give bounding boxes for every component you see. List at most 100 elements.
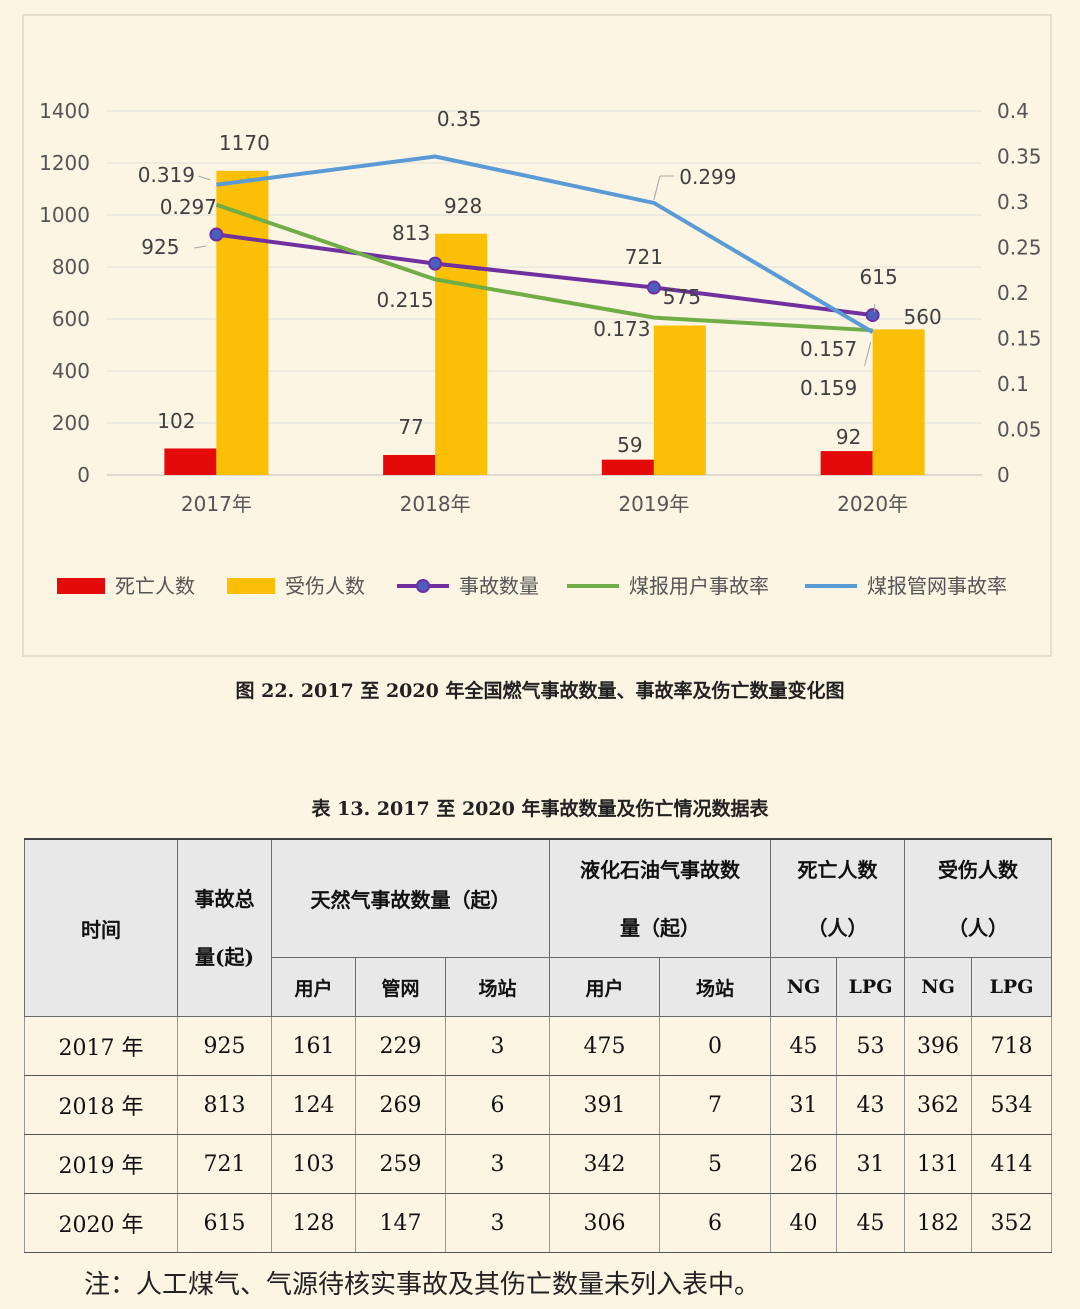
data-label: 928 bbox=[444, 194, 482, 218]
bar bbox=[601, 459, 654, 475]
data-label: 59 bbox=[617, 433, 642, 457]
subheader-ng-user: 用户 bbox=[271, 957, 356, 1017]
bar bbox=[653, 325, 706, 475]
combo-chart: 0 200 400 600 800 1000 1200 1400 0 0.05 0.1 0.15 0.2… bbox=[39, 99, 1042, 598]
header-death: 死亡人数 （人） bbox=[770, 838, 905, 958]
y-right-tick-label: 0.35 bbox=[997, 145, 1042, 169]
line-marker bbox=[865, 308, 880, 323]
table-cell: 615 bbox=[177, 1193, 272, 1253]
x-tick-label: 2020年 bbox=[837, 492, 908, 516]
table-cell: 352 bbox=[971, 1193, 1052, 1253]
accident-data-table: 时间 事故总 量(起) 天然气事故数量（起） 液化石油气事故数 量（起） 死亡人… bbox=[24, 838, 1052, 1253]
table-cell: 131 bbox=[904, 1134, 972, 1194]
y-left-tick-label: 400 bbox=[52, 359, 90, 383]
table-cell: 306 bbox=[549, 1193, 660, 1253]
table-note: 注：人工煤气、气源待核实事故及其伤亡数量未列入表中。 bbox=[84, 1270, 761, 1300]
data-label: 0.319 bbox=[138, 163, 195, 187]
header-time: 时间 bbox=[24, 838, 178, 1017]
data-label: 575 bbox=[663, 285, 701, 309]
y-right-tick-label: 0.4 bbox=[997, 99, 1029, 123]
data-label: 721 bbox=[625, 245, 663, 269]
table-cell: 259 bbox=[355, 1134, 446, 1194]
table-cell: 40 bbox=[770, 1193, 837, 1253]
header-death-line1: 死亡人数 bbox=[797, 857, 878, 882]
legend-marker bbox=[416, 579, 430, 593]
table-cell: 103 bbox=[271, 1134, 356, 1194]
subheader-lpg-user: 用户 bbox=[549, 957, 660, 1017]
figure-caption: 图 22. 2017 至 2020 年全国燃气事故数量、事故率及伤亡数量变化图 bbox=[235, 680, 845, 702]
line-marker bbox=[646, 280, 661, 295]
table-cell: 534 bbox=[971, 1075, 1052, 1135]
header-lpg-line1: 液化石油气事故数 bbox=[580, 857, 740, 882]
table-row: 2020 年 615 128 147 3 306 6 40 45 182 352 bbox=[24, 1193, 1052, 1253]
table-cell: 229 bbox=[355, 1016, 446, 1076]
table-cell: 147 bbox=[355, 1193, 446, 1253]
label-leader-line bbox=[198, 175, 211, 181]
header-ng: 天然气事故数量（起） bbox=[271, 838, 550, 958]
table-cell: 31 bbox=[770, 1075, 837, 1135]
y-right-tick-label: 0.25 bbox=[997, 236, 1042, 260]
x-tick-label: 2018年 bbox=[400, 492, 471, 516]
y-left-tick-label: 0 bbox=[77, 463, 90, 487]
subheader-injury-ng: NG bbox=[904, 957, 972, 1017]
table-cell: 161 bbox=[271, 1016, 356, 1076]
table-row: 2018 年 813 124 269 6 391 7 31 43 362 534 bbox=[24, 1075, 1052, 1135]
table-cell: 182 bbox=[904, 1193, 972, 1253]
label-leader-line bbox=[864, 341, 872, 367]
table-cell: 362 bbox=[904, 1075, 972, 1135]
y-right-tick-label: 0.05 bbox=[997, 418, 1042, 442]
table-cell: 3 bbox=[445, 1193, 550, 1253]
table-cell: 2019 年 bbox=[24, 1134, 178, 1194]
data-label: 813 bbox=[392, 221, 430, 245]
bar bbox=[820, 451, 873, 475]
header-injury: 受伤人数 （人） bbox=[904, 838, 1052, 958]
header-injury-line1: 受伤人数 bbox=[938, 857, 1018, 882]
chart-panel: 0 200 400 600 800 1000 1200 1400 0 0.05 0.1 0.15 0.2… bbox=[22, 14, 1052, 657]
header-lpg-line2: 量（起） bbox=[620, 915, 700, 940]
table-cell: 475 bbox=[549, 1016, 660, 1076]
table-row: 2019 年 721 103 259 3 342 5 26 31 131 414 bbox=[24, 1134, 1052, 1194]
table-cell: 2020 年 bbox=[24, 1193, 178, 1253]
table-cell: 813 bbox=[177, 1075, 272, 1135]
table-cell: 6 bbox=[445, 1075, 550, 1135]
data-label: 77 bbox=[398, 415, 423, 439]
y-left-tick-label: 600 bbox=[52, 307, 90, 331]
y-left-tick-label: 800 bbox=[52, 255, 90, 279]
series-line bbox=[216, 154, 874, 334]
data-label: 1170 bbox=[219, 131, 270, 155]
table-cell: 5 bbox=[659, 1134, 771, 1194]
legend-label: 死亡人数 bbox=[115, 574, 195, 598]
legend-label: 事故数量 bbox=[459, 574, 539, 598]
bar bbox=[216, 170, 269, 476]
table-cell: 2018 年 bbox=[24, 1075, 178, 1135]
series-line bbox=[216, 232, 873, 318]
line-marker bbox=[428, 256, 443, 271]
table-cell: 721 bbox=[177, 1134, 272, 1194]
header-total: 事故总 量(起) bbox=[177, 838, 272, 1017]
table-cell: 391 bbox=[549, 1075, 660, 1135]
table-cell: 3 bbox=[445, 1016, 550, 1076]
data-label: 0.215 bbox=[376, 288, 433, 312]
legend-label: 煤报管网事故率 bbox=[867, 574, 1007, 598]
y-right-tick-label: 0.3 bbox=[997, 190, 1029, 214]
table-cell: 718 bbox=[971, 1016, 1052, 1076]
table-cell: 31 bbox=[836, 1134, 905, 1194]
legend-label: 煤报用户事故率 bbox=[629, 574, 769, 598]
table-cell: 128 bbox=[271, 1193, 356, 1253]
bar bbox=[435, 233, 488, 475]
data-label: 0.173 bbox=[593, 317, 650, 341]
table-cell: 124 bbox=[271, 1075, 356, 1135]
table-caption: 表 13. 2017 至 2020 年事故数量及伤亡情况数据表 bbox=[311, 798, 769, 820]
table-cell: 45 bbox=[836, 1193, 905, 1253]
table-row: 2017 年 925 161 229 3 475 0 45 53 396 718 bbox=[24, 1016, 1052, 1076]
subheader-death-ng: NG bbox=[770, 957, 837, 1017]
bar bbox=[383, 454, 436, 475]
subheader-ng-station: 场站 bbox=[445, 957, 550, 1017]
data-label: 560 bbox=[904, 305, 942, 329]
bar bbox=[164, 448, 217, 475]
x-tick-label: 2017年 bbox=[181, 492, 252, 516]
data-label: 0.157 bbox=[800, 337, 857, 361]
table-cell: 45 bbox=[770, 1016, 837, 1076]
bar bbox=[872, 329, 925, 475]
x-tick-label: 2019年 bbox=[618, 492, 689, 516]
